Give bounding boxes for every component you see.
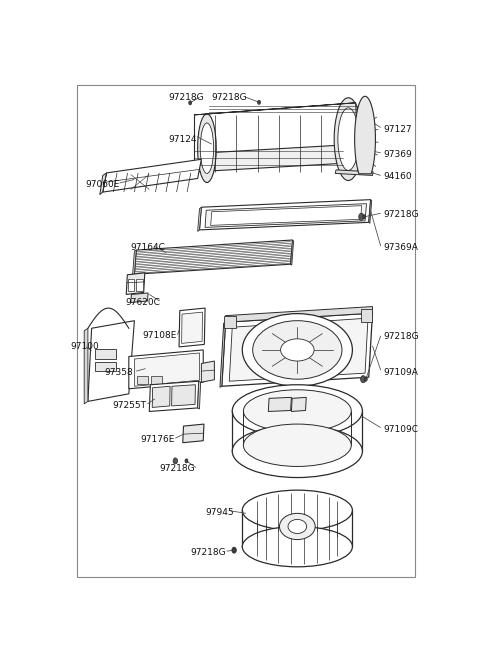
Ellipse shape	[334, 98, 362, 181]
Ellipse shape	[232, 425, 362, 477]
Circle shape	[173, 458, 178, 464]
Text: 97255T: 97255T	[113, 401, 147, 410]
Polygon shape	[290, 240, 294, 265]
Circle shape	[258, 100, 261, 104]
Polygon shape	[172, 384, 195, 406]
Polygon shape	[100, 173, 107, 195]
Ellipse shape	[242, 314, 352, 386]
Bar	[151, 376, 162, 384]
Polygon shape	[222, 313, 372, 386]
Text: 97218G: 97218G	[384, 332, 419, 341]
Polygon shape	[88, 321, 134, 402]
Text: 97124: 97124	[168, 135, 197, 143]
Polygon shape	[355, 96, 375, 174]
Text: 94160: 94160	[384, 172, 412, 181]
Text: 97218G: 97218G	[168, 93, 204, 102]
Text: 97109C: 97109C	[384, 424, 419, 434]
Polygon shape	[179, 308, 205, 347]
Circle shape	[233, 548, 236, 552]
Ellipse shape	[288, 519, 307, 534]
Text: 97358: 97358	[105, 367, 133, 377]
Polygon shape	[268, 398, 291, 411]
Polygon shape	[220, 322, 226, 387]
Bar	[225, 316, 236, 328]
Circle shape	[232, 547, 236, 553]
Polygon shape	[202, 361, 215, 383]
Ellipse shape	[252, 321, 342, 379]
Text: 97218G: 97218G	[384, 210, 419, 219]
Bar	[96, 362, 116, 371]
Ellipse shape	[338, 108, 359, 170]
Bar	[96, 349, 116, 358]
Text: 97218G: 97218G	[212, 93, 247, 102]
Polygon shape	[211, 206, 362, 225]
Ellipse shape	[232, 384, 362, 437]
Ellipse shape	[279, 514, 315, 540]
Polygon shape	[134, 353, 200, 386]
Bar	[137, 376, 148, 384]
Polygon shape	[335, 170, 373, 176]
Circle shape	[363, 215, 366, 219]
Text: 97108E: 97108E	[143, 331, 177, 341]
Polygon shape	[152, 386, 170, 407]
Ellipse shape	[243, 424, 351, 466]
Polygon shape	[194, 144, 358, 172]
Bar	[136, 279, 143, 291]
Polygon shape	[198, 207, 202, 231]
Circle shape	[185, 459, 188, 463]
Polygon shape	[103, 159, 202, 192]
Text: 97176E: 97176E	[140, 435, 174, 444]
Polygon shape	[369, 200, 372, 223]
Ellipse shape	[243, 390, 351, 432]
Polygon shape	[183, 424, 204, 443]
Polygon shape	[200, 200, 371, 230]
Polygon shape	[198, 381, 201, 409]
Circle shape	[359, 214, 364, 220]
Circle shape	[360, 376, 366, 383]
Polygon shape	[134, 240, 292, 274]
Text: 97060E: 97060E	[85, 180, 120, 189]
Text: 97218G: 97218G	[190, 548, 226, 557]
Text: 97164C: 97164C	[131, 243, 166, 252]
Polygon shape	[131, 293, 148, 303]
Text: 97218G: 97218G	[160, 464, 195, 474]
Circle shape	[189, 101, 192, 105]
Text: 97369: 97369	[384, 150, 412, 159]
Text: 97369A: 97369A	[384, 243, 419, 252]
Bar	[128, 279, 134, 291]
Text: 97945: 97945	[205, 508, 234, 517]
Polygon shape	[205, 204, 367, 227]
Polygon shape	[129, 350, 203, 389]
Bar	[360, 309, 372, 322]
Text: 97127: 97127	[384, 124, 412, 134]
Polygon shape	[226, 307, 372, 322]
Polygon shape	[149, 381, 199, 411]
Polygon shape	[291, 398, 306, 411]
Polygon shape	[126, 272, 145, 295]
Ellipse shape	[242, 490, 352, 531]
Text: 97620C: 97620C	[125, 298, 160, 307]
Text: 97100: 97100	[71, 343, 99, 352]
Polygon shape	[84, 328, 88, 404]
Ellipse shape	[198, 114, 216, 183]
Ellipse shape	[200, 123, 214, 174]
Ellipse shape	[242, 527, 352, 567]
Polygon shape	[229, 318, 368, 381]
Polygon shape	[132, 250, 136, 275]
Polygon shape	[181, 312, 203, 343]
Ellipse shape	[281, 339, 314, 361]
Circle shape	[364, 377, 367, 381]
Polygon shape	[194, 103, 356, 115]
Text: 97109A: 97109A	[384, 367, 419, 377]
